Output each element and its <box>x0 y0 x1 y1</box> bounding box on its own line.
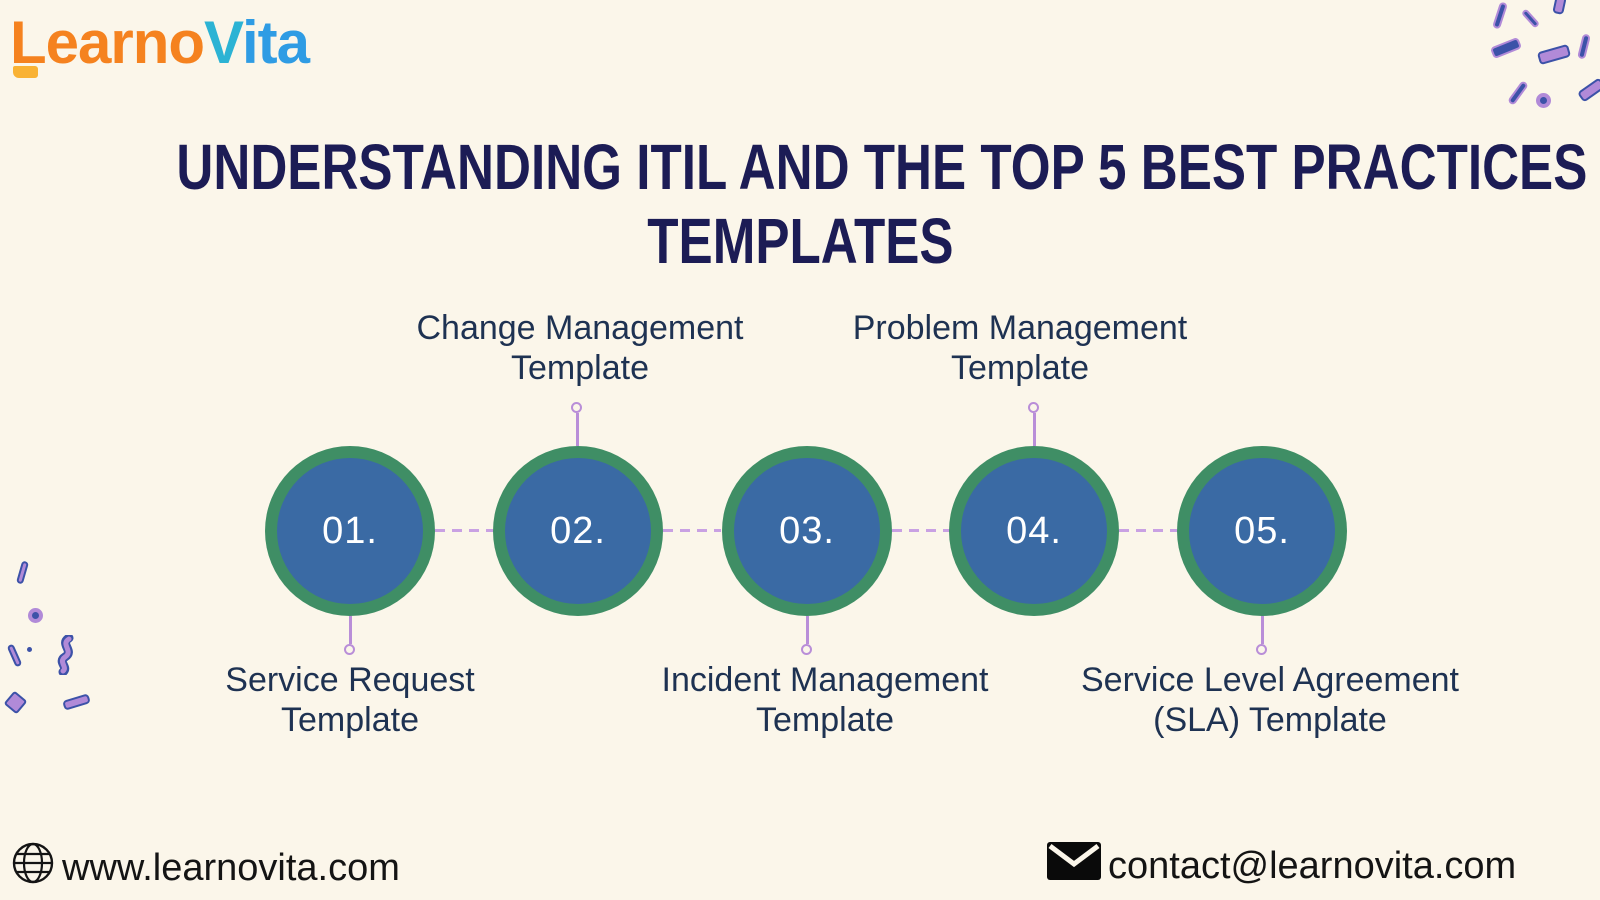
step-circle-04-inner: 04. <box>961 458 1107 604</box>
step-number-02: 02. <box>550 509 606 552</box>
pin-ring-02 <box>571 402 582 413</box>
step-label-03: Incident Management Template <box>661 661 989 739</box>
pin-line-03 <box>806 616 809 644</box>
step-circle-05-inner: 05. <box>1189 458 1335 604</box>
pin-line-01 <box>349 616 352 644</box>
confetti-piece <box>1507 80 1529 106</box>
logo-part-ita: ita <box>241 9 310 76</box>
dashed-connector-2-3 <box>663 529 721 532</box>
title-line-2: TEMPLATES <box>646 205 954 277</box>
confetti-piece <box>28 608 43 623</box>
step-circle-03: 03. <box>722 446 892 616</box>
confetti-piece <box>1577 77 1600 103</box>
logo-part-learno: Learno <box>10 9 205 76</box>
confetti-piece <box>62 693 91 711</box>
step-label-04: Problem Management Template <box>852 309 1188 387</box>
email-link[interactable]: contact@learnovita.com <box>1108 844 1517 887</box>
step-circle-02-inner: 02. <box>505 458 651 604</box>
confetti-piece <box>1536 93 1551 108</box>
dashed-connector-4-5 <box>1119 529 1177 532</box>
page-title: UNDERSTANDING ITIL AND THE TOP 5 BEST PR… <box>0 130 1600 278</box>
step-number-03: 03. <box>779 509 835 552</box>
step-circle-01-inner: 01. <box>277 458 423 604</box>
website-link[interactable]: www.learnovita.com <box>62 846 400 889</box>
confetti-piece <box>1492 1 1508 30</box>
email-icon <box>1046 840 1102 892</box>
dashed-connector-3-4 <box>892 529 950 532</box>
step-circle-01: 01. <box>265 446 435 616</box>
dashed-connector-1-2 <box>435 529 493 532</box>
confetti-piece <box>1489 36 1523 60</box>
confetti-piece <box>1520 8 1541 29</box>
step-label-02: Change Management Template <box>416 309 744 387</box>
globe-icon <box>10 840 56 896</box>
pin-ring-03 <box>801 644 812 655</box>
step-circle-02: 02. <box>493 446 663 616</box>
pin-line-04 <box>1033 413 1036 446</box>
step-label-05: Service Level Agreement (SLA) Template <box>1081 661 1459 739</box>
title-line-1: UNDERSTANDING ITIL AND THE TOP 5 BEST PR… <box>176 131 1588 203</box>
logo-yellow-accent <box>13 66 38 78</box>
confetti-piece <box>6 643 23 668</box>
confetti-piece <box>1536 43 1572 66</box>
confetti-piece <box>15 560 30 585</box>
step-number-04: 04. <box>1006 509 1062 552</box>
confetti-piece <box>1552 0 1567 15</box>
step-label-01: Service Request Template <box>225 661 475 739</box>
footer-website: www.learnovita.com <box>10 840 400 896</box>
step-number-05: 05. <box>1234 509 1290 552</box>
pin-line-05 <box>1261 616 1264 644</box>
pin-ring-01 <box>344 644 355 655</box>
logo-part-v: V <box>204 9 243 76</box>
confetti-piece <box>27 647 32 652</box>
confetti-piece <box>3 690 28 715</box>
pin-ring-05 <box>1256 644 1267 655</box>
pin-ring-04 <box>1028 402 1039 413</box>
step-number-01: 01. <box>322 509 378 552</box>
pin-line-02 <box>576 413 579 446</box>
step-circle-03-inner: 03. <box>734 458 880 604</box>
step-circle-04: 04. <box>949 446 1119 616</box>
confetti-piece <box>1577 33 1591 60</box>
step-circle-05: 05. <box>1177 446 1347 616</box>
learnovita-logo: LearnoVita <box>10 8 310 77</box>
footer-email: contact@learnovita.com <box>1046 840 1516 892</box>
confetti-squiggle <box>53 633 79 680</box>
